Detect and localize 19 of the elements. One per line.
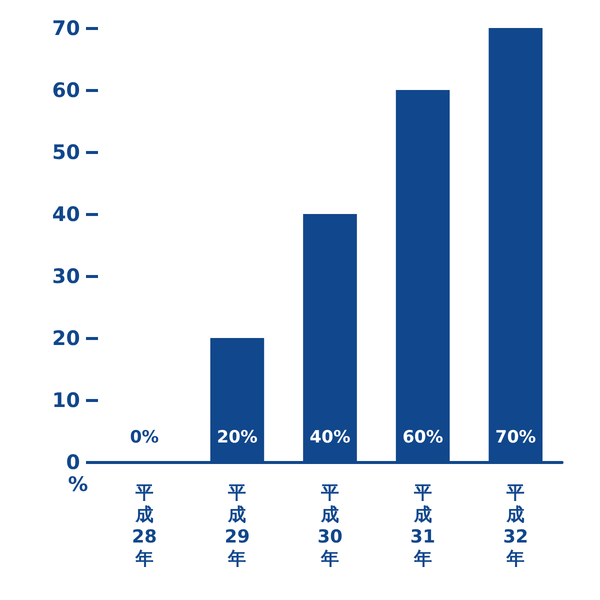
x-tick-label: 平成32年 xyxy=(503,482,528,570)
x-tick-label: 平成31年 xyxy=(410,482,436,570)
data-label: 0% xyxy=(130,428,159,448)
y-tick-label: 0 xyxy=(66,450,80,474)
data-label: 70% xyxy=(495,428,536,448)
x-tick-label: 平成30年 xyxy=(317,482,343,570)
y-tick-label: 10 xyxy=(52,388,80,412)
y-axis-title: % xyxy=(68,472,88,496)
y-tick-label: 60 xyxy=(52,78,80,102)
y-tick-label: 50 xyxy=(52,140,80,164)
y-tick-label: 20 xyxy=(52,326,80,350)
y-tick-label: 30 xyxy=(52,264,80,288)
data-label: 40% xyxy=(310,428,350,448)
x-tick-label: 平成29年 xyxy=(224,482,250,570)
data-label: 60% xyxy=(402,428,444,448)
data-label: 20% xyxy=(216,428,258,448)
x-tick-label: 平成28年 xyxy=(132,482,157,570)
y-tick-label: 40 xyxy=(52,202,80,226)
y-tick-label: 70 xyxy=(52,16,80,40)
